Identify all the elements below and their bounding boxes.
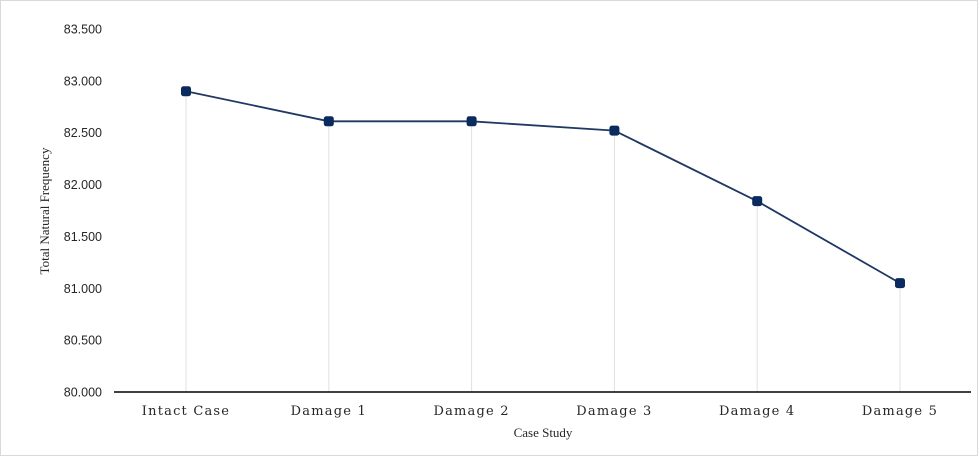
y-tick-label: 81.500	[64, 230, 102, 244]
x-tick-label: Damage 5	[862, 404, 938, 419]
y-axis-ticks: 80.000 80.500 81.000 81.500 82.000 82.500 83.0…	[64, 23, 102, 400]
data-point-marker	[181, 86, 191, 97]
data-point-marker	[323, 116, 334, 127]
y-tick-label: 83.000	[64, 74, 102, 88]
y-tick-label: 80.500	[64, 334, 102, 348]
x-tick-label: Intact Case	[142, 404, 230, 419]
y-tick-label: 80.000	[64, 386, 102, 400]
x-tick-label: Damage 2	[433, 404, 509, 419]
y-tick-label: 82.500	[64, 126, 102, 140]
drop-lines	[185, 91, 901, 392]
data-point-marker	[466, 116, 477, 127]
data-point-marker	[895, 278, 905, 289]
y-tick-label: 81.000	[64, 282, 102, 296]
x-axis-ticks: Intact Case Damage 1 Damage 2 Damage 3 Damag…	[142, 404, 938, 419]
x-tick-label: Damage 4	[719, 404, 795, 419]
y-tick-label: 83.500	[64, 23, 102, 37]
series-line	[185, 90, 901, 284]
y-tick-label: 82.000	[64, 178, 102, 192]
x-tick-label: Damage 1	[291, 404, 367, 419]
series-markers	[181, 86, 905, 289]
y-axis-title: Total Natural Frequency	[37, 147, 52, 274]
x-axis-title: Case Study	[514, 425, 573, 440]
data-point-marker	[752, 196, 763, 207]
data-point-marker	[609, 125, 620, 136]
x-tick-label: Damage 3	[576, 404, 652, 419]
